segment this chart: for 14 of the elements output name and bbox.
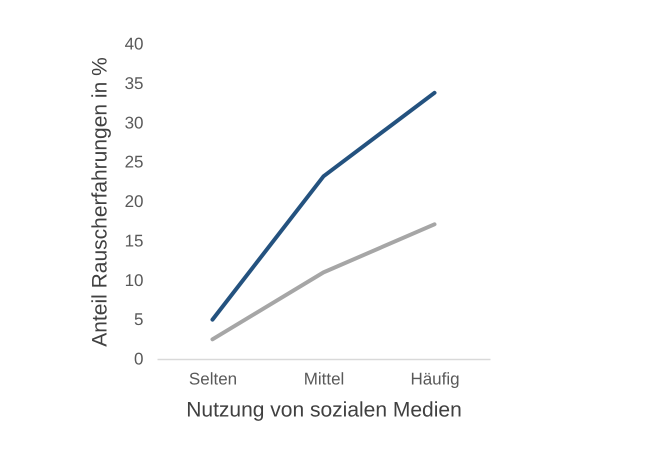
y-tick-label: 5 [134,310,144,330]
y-tick-label: 30 [124,113,144,132]
y-tick-label: 25 [124,152,144,172]
y-tick-label: 15 [124,231,144,250]
x-tick-label: Mittel [304,370,344,388]
x-tick-label: Selten [188,370,238,388]
x-tick-label: Häufig [410,370,460,388]
y-tick-label: 40 [124,34,144,54]
x-axis-title: Nutzung von sozialen Medien [186,398,462,422]
y-tick-label: 35 [124,74,144,93]
y-tick-label: 10 [124,270,144,290]
y-tick-label: 0 [134,350,144,368]
y-axis-title: Anteil Rauscherfahrungen in % [88,57,112,347]
y-tick-label: 20 [124,192,144,211]
